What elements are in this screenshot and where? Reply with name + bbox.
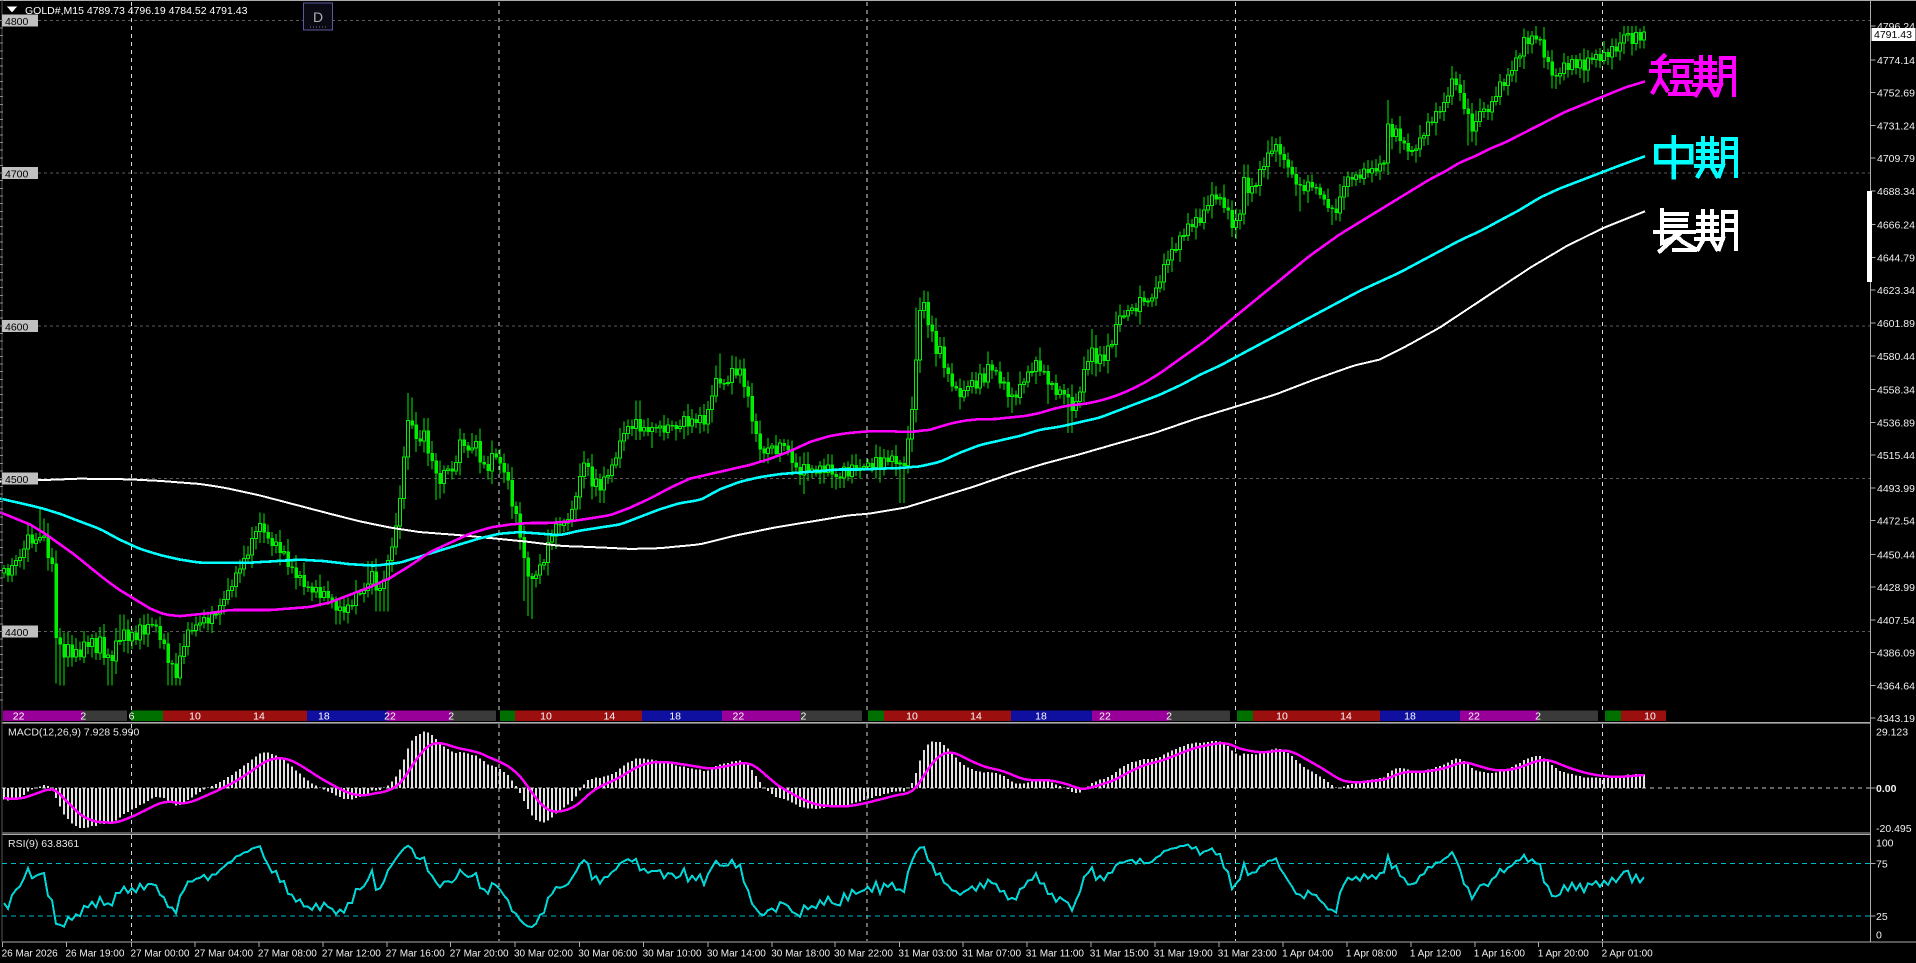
svg-text:MACD(12,26,9) 7.928 5.990: MACD(12,26,9) 7.928 5.990 (8, 727, 139, 739)
svg-text:10: 10 (540, 711, 552, 723)
svg-text:GOLD#,M15 4789.73 4796.19 478: GOLD#,M15 4789.73 4796.19 4784.52 4791.4… (25, 5, 248, 17)
svg-text:27 Mar 20:00: 27 Mar 20:00 (450, 949, 509, 960)
svg-text:31 Mar 07:00: 31 Mar 07:00 (962, 949, 1021, 960)
svg-text:0.00: 0.00 (1876, 783, 1897, 795)
svg-text:27 Mar 08:00: 27 Mar 08:00 (258, 949, 317, 960)
svg-text:1 Apr 20:00: 1 Apr 20:00 (1538, 949, 1590, 960)
svg-text:4400: 4400 (5, 627, 29, 639)
svg-text:4731.24: 4731.24 (1877, 120, 1915, 132)
svg-text:75: 75 (1876, 858, 1888, 870)
svg-text:4364.64: 4364.64 (1877, 680, 1915, 692)
svg-text:18: 18 (1035, 711, 1047, 723)
svg-text:26 Mar 2026: 26 Mar 2026 (2, 949, 59, 960)
svg-text:4623.34: 4623.34 (1877, 285, 1915, 297)
svg-text:27 Mar 12:00: 27 Mar 12:00 (322, 949, 381, 960)
svg-text:4709.79: 4709.79 (1877, 153, 1915, 165)
svg-text:4800: 4800 (5, 16, 29, 28)
svg-text:14: 14 (604, 711, 616, 723)
svg-text:18: 18 (1404, 711, 1416, 723)
svg-text:4472.54: 4472.54 (1877, 516, 1915, 528)
svg-text:4493.99: 4493.99 (1877, 483, 1915, 495)
svg-text:4688.34: 4688.34 (1877, 186, 1915, 198)
svg-text:30 Mar 06:00: 30 Mar 06:00 (578, 949, 637, 960)
svg-text:4343.19: 4343.19 (1877, 713, 1915, 725)
svg-text:1 Apr 16:00: 1 Apr 16:00 (1474, 949, 1526, 960)
svg-text:4386.09: 4386.09 (1877, 648, 1915, 660)
svg-text:4428.99: 4428.99 (1877, 582, 1915, 594)
svg-text:27 Mar 16:00: 27 Mar 16:00 (386, 949, 445, 960)
svg-text:22: 22 (13, 711, 25, 723)
svg-text:29.123: 29.123 (1876, 726, 1908, 738)
svg-text:10: 10 (906, 711, 918, 723)
svg-text:22: 22 (1468, 711, 1480, 723)
svg-text:10: 10 (189, 711, 201, 723)
svg-text:1 Apr 04:00: 1 Apr 04:00 (1282, 949, 1334, 960)
svg-text:22: 22 (1099, 711, 1111, 723)
svg-text:30 Mar 14:00: 30 Mar 14:00 (707, 949, 766, 960)
svg-text:26 Mar 19:00: 26 Mar 19:00 (66, 949, 125, 960)
svg-text:30 Mar 22:00: 30 Mar 22:00 (834, 949, 893, 960)
svg-text:4774.14: 4774.14 (1877, 55, 1915, 67)
svg-text:2 Apr 01:00: 2 Apr 01:00 (1602, 949, 1654, 960)
svg-text:22: 22 (384, 711, 396, 723)
svg-text:4752.69: 4752.69 (1877, 88, 1915, 100)
svg-text:2: 2 (800, 711, 806, 723)
svg-text:18: 18 (669, 711, 681, 723)
svg-text:4407.54: 4407.54 (1877, 615, 1915, 627)
svg-text:10: 10 (1644, 711, 1656, 723)
svg-text:4601.89: 4601.89 (1877, 318, 1915, 330)
svg-text:2: 2 (80, 711, 86, 723)
svg-text:31 Mar 11:00: 31 Mar 11:00 (1026, 949, 1085, 960)
svg-text:2: 2 (1166, 711, 1172, 723)
svg-text:D: D (313, 9, 323, 25)
svg-text:100: 100 (1876, 838, 1894, 850)
svg-text:4558.34: 4558.34 (1877, 385, 1915, 397)
svg-text:4450.44: 4450.44 (1877, 549, 1915, 561)
svg-text:25: 25 (1876, 911, 1888, 923)
svg-text:31 Mar 19:00: 31 Mar 19:00 (1154, 949, 1213, 960)
svg-text:27 Mar 04:00: 27 Mar 04:00 (194, 949, 253, 960)
svg-text:1 Apr 08:00: 1 Apr 08:00 (1346, 949, 1398, 960)
svg-text:4600: 4600 (5, 321, 29, 333)
svg-text:14: 14 (970, 711, 982, 723)
svg-text:RSI(9) 63.8361: RSI(9) 63.8361 (8, 838, 79, 850)
svg-text:0: 0 (1876, 929, 1882, 941)
svg-text:31 Mar 15:00: 31 Mar 15:00 (1090, 949, 1149, 960)
svg-text:30 Mar 10:00: 30 Mar 10:00 (643, 949, 702, 960)
svg-text:4580.44: 4580.44 (1877, 351, 1915, 363)
svg-text:22: 22 (733, 711, 745, 723)
svg-text:4796.24: 4796.24 (1877, 21, 1915, 33)
svg-text:14: 14 (1340, 711, 1352, 723)
svg-text:30 Mar 02:00: 30 Mar 02:00 (514, 949, 573, 960)
svg-text:14: 14 (253, 711, 265, 723)
svg-text:1 Apr 12:00: 1 Apr 12:00 (1410, 949, 1462, 960)
svg-text:31 Mar 23:00: 31 Mar 23:00 (1218, 949, 1277, 960)
svg-text:2: 2 (448, 711, 454, 723)
svg-text:4515.44: 4515.44 (1877, 450, 1915, 462)
svg-text:4700: 4700 (5, 169, 29, 181)
svg-text:30 Mar 18:00: 30 Mar 18:00 (771, 949, 830, 960)
svg-text:27 Mar 00:00: 27 Mar 00:00 (131, 949, 190, 960)
svg-text:4666.24: 4666.24 (1877, 220, 1915, 232)
svg-text:4536.89: 4536.89 (1877, 417, 1915, 429)
svg-text:4644.79: 4644.79 (1877, 252, 1915, 264)
svg-text:4500: 4500 (5, 474, 29, 486)
svg-text:4791.43: 4791.43 (1874, 29, 1912, 41)
svg-text:6: 6 (129, 711, 135, 723)
svg-text:10: 10 (1276, 711, 1288, 723)
svg-text:31 Mar 03:00: 31 Mar 03:00 (898, 949, 957, 960)
svg-text:-20.495: -20.495 (1876, 823, 1912, 835)
svg-text:2: 2 (1535, 711, 1541, 723)
svg-text:18: 18 (318, 711, 330, 723)
